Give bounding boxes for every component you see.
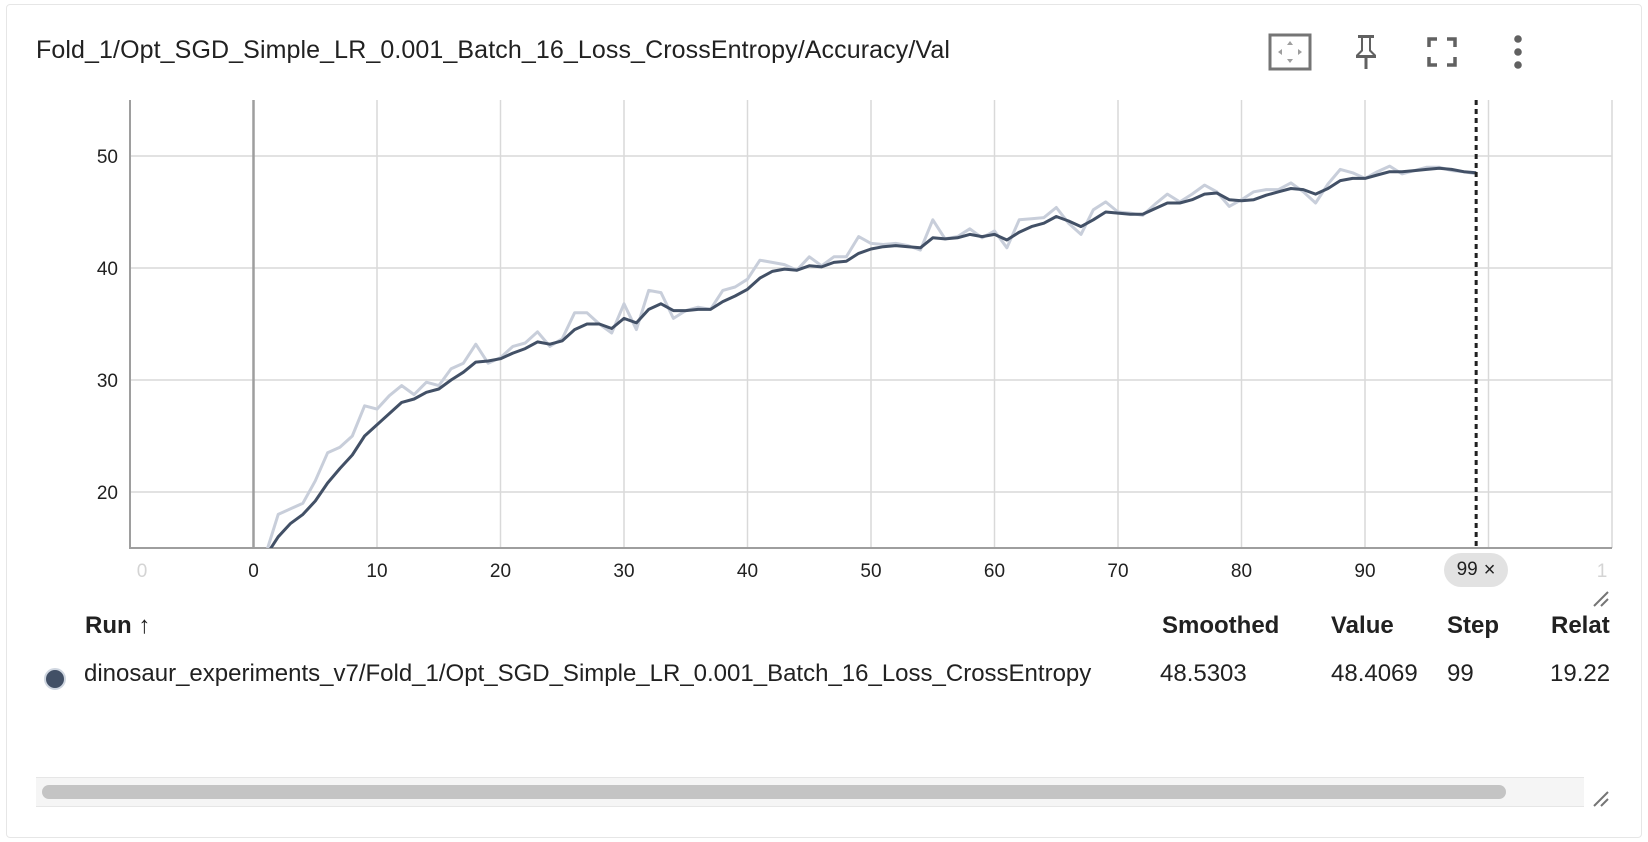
x-tick-label: 20 [490,561,511,582]
x-tick-label: 30 [613,561,634,582]
y-tick-label: 50 [97,147,118,168]
x-tick-label: 60 [984,561,1005,582]
pin-button[interactable] [1342,28,1390,76]
y-tick-label: 40 [97,259,118,280]
step-badge-value: 99 [1456,559,1478,580]
scalar-card [6,4,1642,838]
header-step[interactable]: Step [1447,612,1500,639]
smoothed-series-line [269,166,1477,548]
pin-icon [1356,35,1376,69]
table-resize-handle-icon[interactable] [1592,790,1610,808]
more-vert-icon [1514,35,1522,69]
header-relative[interactable]: Relat [1551,612,1610,639]
x-tick-label: 50 [860,561,881,582]
smoothed-value: 48.5303 [1160,660,1247,687]
fit-domain-icon [1268,33,1312,71]
step-value: 99 [1447,660,1474,687]
y-tick-label: 30 [97,371,118,392]
run-name: dinosaur_experiments_v7/Fold_1/Opt_SGD_S… [84,660,1092,687]
raw-value: 48.4069 [1331,660,1418,687]
x-tick-label: 90 [1354,561,1375,582]
card-title: Fold_1/Opt_SGD_Simple_LR_0.001_Batch_16_… [36,36,950,64]
x-tick-label-faded: 1 [1597,561,1608,582]
x-tick-label: 10 [366,561,387,582]
more-options-button[interactable] [1494,28,1542,76]
fit-domain-button[interactable] [1266,28,1314,76]
y-tick-label: 20 [97,483,118,504]
accuracy-chart[interactable]: 20 30 40 50 0 10 20 30 40 50 60 70 80 90 0 1 [0,0,1648,600]
scrollbar-thumb[interactable] [42,785,1506,799]
close-step-icon[interactable]: × [1483,558,1496,581]
x-tick-label: 80 [1231,561,1252,582]
x-tick-label: 0 [248,561,259,582]
fullscreen-icon [1427,37,1457,67]
x-tick-label-faded: 0 [137,561,148,582]
header-smoothed[interactable]: Smoothed [1162,612,1280,639]
fullscreen-button[interactable] [1418,28,1466,76]
x-tick-label: 40 [737,561,758,582]
relative-value: 19.22 [1550,660,1611,687]
x-tick-label: 70 [1107,561,1128,582]
header-value[interactable]: Value [1331,612,1394,639]
resize-handle-icon[interactable] [1592,590,1610,608]
step-badge: 99 × [1444,553,1508,587]
header-run[interactable]: Run ↑ [85,612,151,639]
run-color-dot[interactable] [44,668,66,690]
raw-series-line [266,164,1477,548]
